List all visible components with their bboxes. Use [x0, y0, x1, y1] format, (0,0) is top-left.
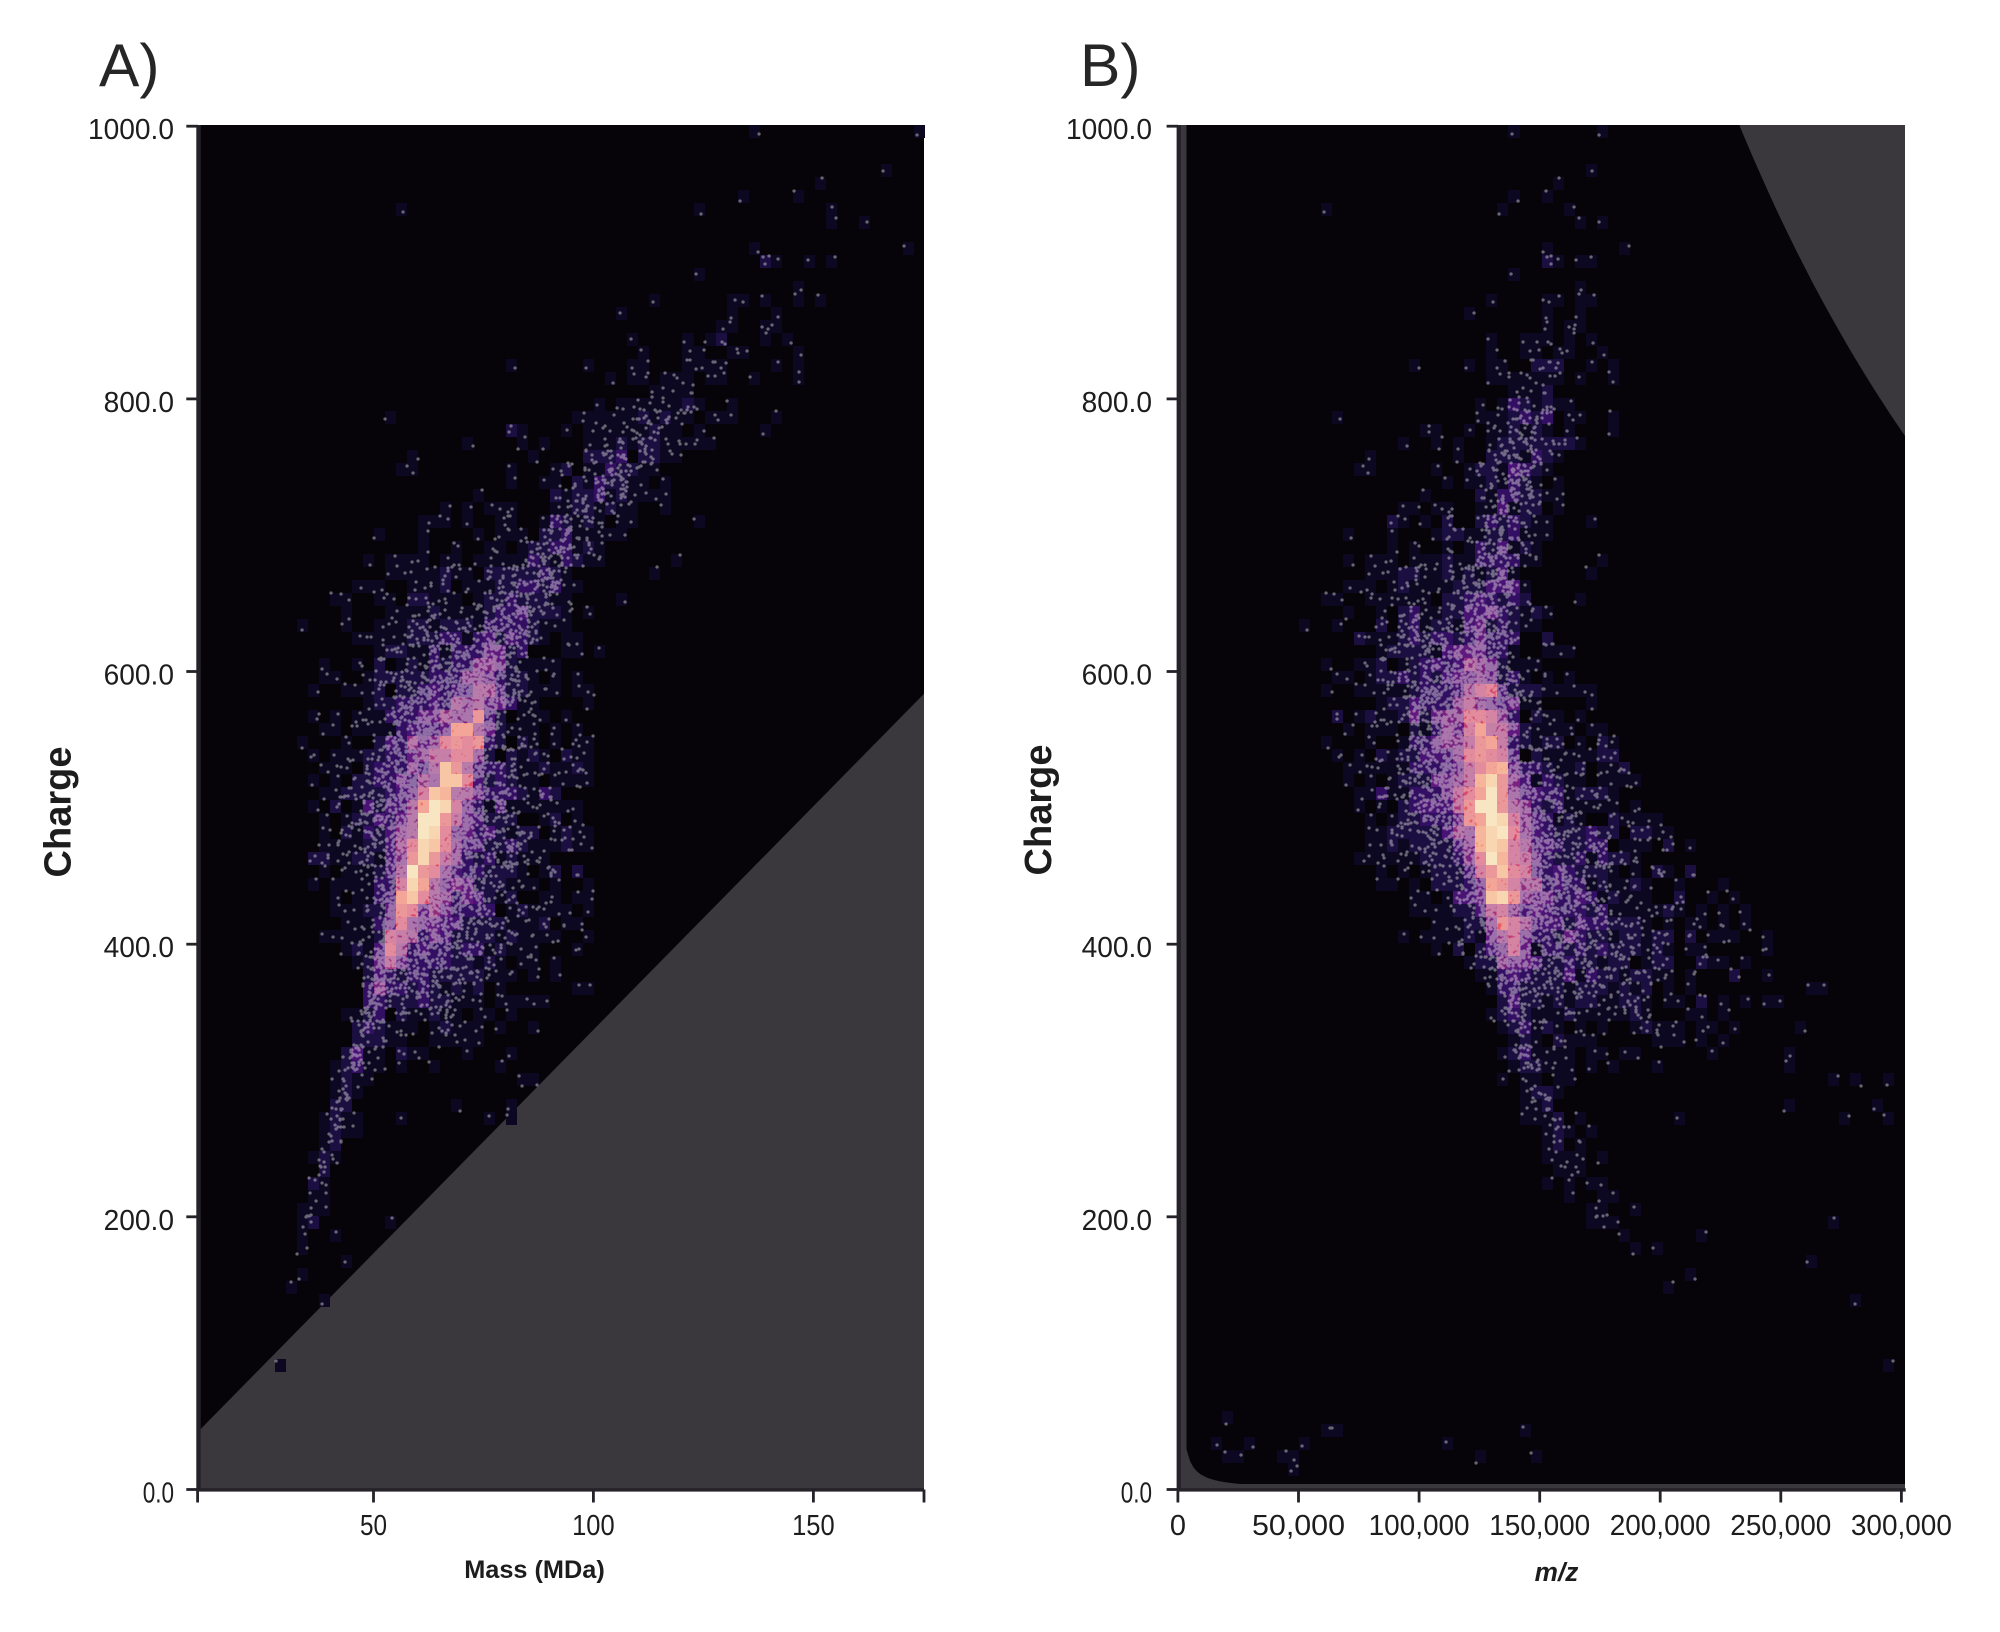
svg-text:150: 150	[792, 1510, 835, 1542]
svg-text:100,000: 100,000	[1369, 1510, 1470, 1542]
svg-text:Mass (MDa): Mass (MDa)	[464, 1556, 605, 1584]
svg-text:m/z: m/z	[1535, 1557, 1579, 1587]
svg-text:1000.0: 1000.0	[88, 114, 174, 146]
svg-text:100: 100	[572, 1510, 615, 1542]
svg-text:200,000: 200,000	[1610, 1510, 1711, 1542]
svg-text:400.0: 400.0	[1082, 932, 1152, 964]
svg-text:0: 0	[1170, 1510, 1186, 1542]
svg-text:1000.0: 1000.0	[1066, 114, 1152, 146]
svg-text:Charge: Charge	[38, 747, 80, 878]
svg-text:200.0: 200.0	[1082, 1205, 1152, 1237]
svg-text:600.0: 600.0	[1082, 660, 1152, 692]
svg-text:800.0: 800.0	[1082, 387, 1152, 419]
svg-text:50,000: 50,000	[1252, 1510, 1345, 1542]
svg-text:0.0: 0.0	[143, 1478, 174, 1510]
svg-text:150,000: 150,000	[1489, 1510, 1590, 1542]
svg-text:B): B)	[1080, 31, 1141, 99]
svg-text:0.0: 0.0	[1121, 1478, 1152, 1510]
svg-text:300,000: 300,000	[1851, 1510, 1952, 1542]
svg-text:200.0: 200.0	[104, 1205, 174, 1237]
svg-text:50: 50	[360, 1510, 387, 1542]
svg-text:Charge: Charge	[1018, 745, 1060, 876]
svg-text:800.0: 800.0	[104, 387, 174, 419]
svg-text:A): A)	[99, 31, 160, 99]
svg-text:600.0: 600.0	[104, 660, 174, 692]
svg-text:400.0: 400.0	[104, 932, 174, 964]
svg-text:250,000: 250,000	[1730, 1510, 1831, 1542]
